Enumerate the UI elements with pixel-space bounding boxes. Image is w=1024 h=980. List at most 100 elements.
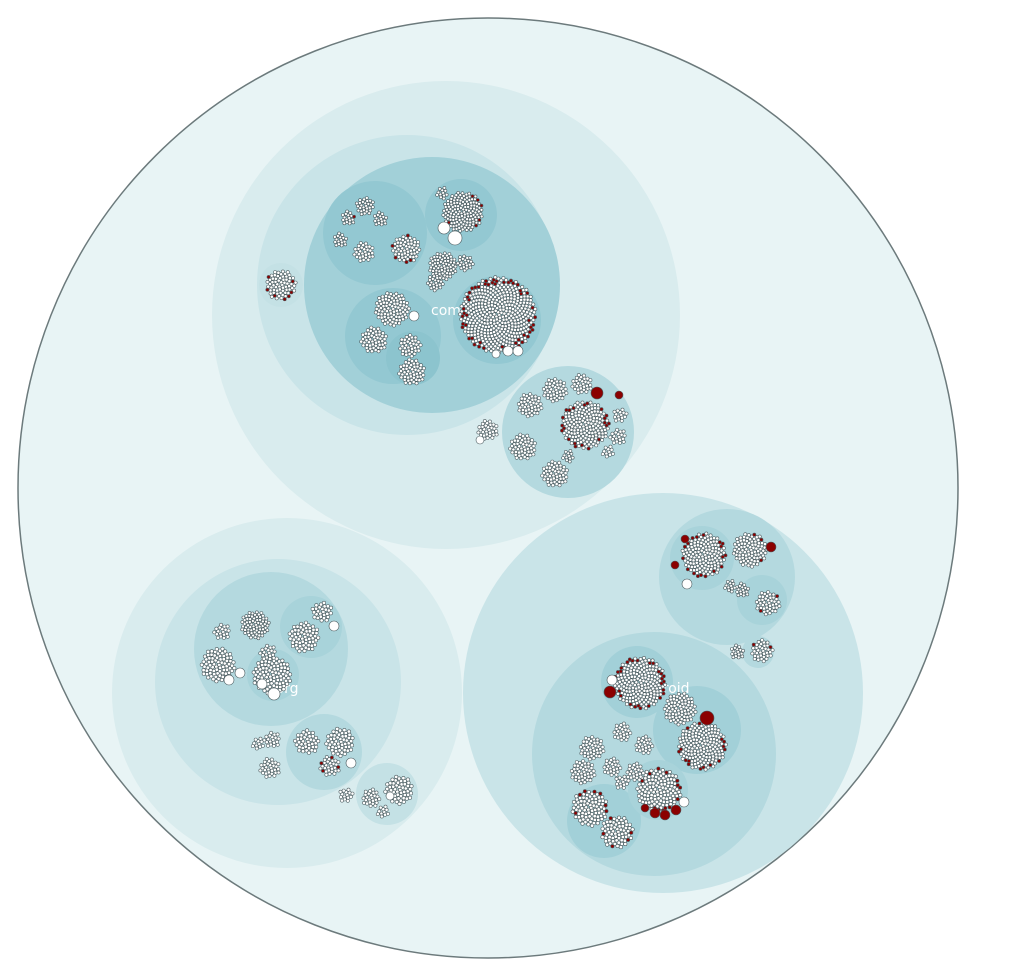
leaf-node[interactable] bbox=[416, 345, 421, 350]
leaf-node[interactable] bbox=[586, 761, 591, 766]
leaf-node[interactable] bbox=[723, 553, 728, 558]
leaf-node[interactable] bbox=[314, 627, 319, 632]
leaf-node[interactable] bbox=[373, 343, 378, 348]
leaf-node[interactable] bbox=[617, 684, 621, 689]
leaf-node[interactable] bbox=[576, 804, 581, 809]
leaf-node[interactable] bbox=[396, 305, 401, 310]
leaf-node[interactable] bbox=[218, 657, 223, 662]
leaf-node[interactable] bbox=[380, 212, 385, 216]
leaf-node[interactable] bbox=[586, 774, 591, 779]
leaf-node[interactable] bbox=[590, 823, 595, 828]
leaf-node[interactable] bbox=[600, 452, 605, 457]
leaf-node[interactable] bbox=[681, 721, 686, 726]
leaf-node[interactable] bbox=[504, 282, 509, 287]
leaf-node[interactable] bbox=[765, 640, 770, 645]
leaf-node[interactable] bbox=[696, 549, 701, 554]
leaf-node[interactable] bbox=[610, 437, 615, 442]
leaf-node[interactable] bbox=[243, 628, 247, 632]
leaf-node[interactable] bbox=[651, 771, 656, 776]
leaf-node[interactable] bbox=[565, 468, 569, 473]
leaf-node[interactable] bbox=[383, 341, 388, 346]
leaf-node[interactable] bbox=[404, 260, 409, 265]
leaf-node[interactable] bbox=[644, 706, 648, 711]
leaf-node[interactable] bbox=[703, 758, 708, 763]
leaf-node[interactable] bbox=[381, 304, 386, 309]
leaf-node[interactable] bbox=[587, 430, 592, 435]
leaf-node[interactable] bbox=[519, 291, 524, 296]
leaf-node[interactable] bbox=[418, 343, 423, 348]
leaf-node[interactable] bbox=[241, 624, 245, 629]
leaf-node[interactable] bbox=[604, 454, 609, 459]
leaf-node[interactable] bbox=[695, 571, 700, 576]
leaf-node[interactable] bbox=[603, 770, 607, 774]
leaf-node[interactable] bbox=[391, 248, 396, 253]
leaf-node[interactable] bbox=[576, 437, 580, 442]
leaf-node[interactable] bbox=[689, 565, 694, 569]
leaf-node[interactable] bbox=[567, 414, 572, 419]
leaf-node[interactable] bbox=[603, 803, 608, 808]
leaf-node[interactable] bbox=[343, 242, 348, 247]
leaf-node[interactable] bbox=[480, 304, 485, 309]
leaf-node[interactable] bbox=[588, 819, 593, 824]
leaf-node[interactable] bbox=[530, 327, 535, 332]
leaf-node[interactable] bbox=[564, 428, 569, 433]
leaf-node[interactable] bbox=[260, 653, 265, 658]
leaf-node[interactable] bbox=[573, 413, 578, 418]
leaf-node[interactable] bbox=[522, 450, 527, 455]
leaf-node[interactable] bbox=[624, 737, 629, 742]
leaf-node[interactable] bbox=[514, 449, 518, 454]
leaf-node[interactable] bbox=[265, 623, 270, 628]
leaf-node[interactable] bbox=[263, 626, 268, 630]
leaf-node[interactable] bbox=[689, 743, 693, 747]
leaf-node[interactable] bbox=[569, 451, 574, 456]
leaf-node[interactable] bbox=[258, 618, 262, 622]
leaf-node[interactable] bbox=[463, 329, 468, 334]
leaf-node[interactable] bbox=[222, 661, 227, 666]
leaf-node[interactable] bbox=[647, 800, 652, 805]
leaf-node[interactable] bbox=[680, 756, 685, 761]
leaf-node[interactable] bbox=[772, 599, 777, 604]
leaf-node[interactable] bbox=[356, 246, 361, 251]
leaf-node[interactable] bbox=[360, 337, 365, 341]
leaf-node[interactable] bbox=[773, 609, 778, 614]
leaf-node[interactable] bbox=[376, 345, 381, 350]
leaf-node[interactable] bbox=[365, 328, 370, 333]
leaf-node[interactable] bbox=[663, 682, 668, 687]
leaf-node[interactable] bbox=[649, 768, 654, 773]
leaf-node[interactable] bbox=[466, 326, 471, 331]
leaf-node[interactable] bbox=[618, 696, 623, 701]
leaf-node[interactable] bbox=[641, 751, 646, 755]
leaf-node[interactable] bbox=[470, 194, 475, 198]
leaf-node[interactable] bbox=[693, 550, 698, 555]
leaf-node[interactable] bbox=[658, 696, 663, 700]
leaf-node[interactable] bbox=[777, 604, 782, 609]
leaf-node[interactable] bbox=[401, 348, 405, 353]
leaf-node[interactable] bbox=[775, 594, 780, 599]
leaf-node[interactable] bbox=[480, 424, 485, 429]
leaf-node[interactable] bbox=[256, 678, 268, 690]
leaf-node[interactable] bbox=[325, 604, 330, 609]
leaf-node[interactable] bbox=[606, 770, 611, 775]
leaf-node[interactable] bbox=[717, 540, 722, 545]
leaf-node[interactable] bbox=[470, 262, 475, 266]
leaf-node[interactable] bbox=[321, 616, 326, 621]
leaf-node[interactable] bbox=[362, 197, 366, 202]
leaf-node[interactable] bbox=[659, 681, 664, 686]
leaf-node[interactable] bbox=[627, 822, 632, 827]
leaf-node[interactable] bbox=[678, 796, 690, 808]
leaf-node[interactable] bbox=[603, 835, 608, 840]
leaf-node[interactable] bbox=[276, 736, 281, 741]
leaf-node[interactable] bbox=[297, 745, 302, 750]
leaf-node[interactable] bbox=[639, 686, 644, 691]
leaf-node[interactable] bbox=[558, 379, 563, 384]
leaf-node[interactable] bbox=[447, 262, 451, 267]
leaf-node[interactable] bbox=[633, 656, 638, 661]
leaf-node[interactable] bbox=[361, 796, 366, 801]
leaf-node[interactable] bbox=[706, 765, 711, 770]
leaf-node[interactable] bbox=[692, 721, 697, 726]
leaf-node[interactable] bbox=[758, 609, 763, 613]
leaf-node[interactable] bbox=[266, 743, 270, 748]
leaf-node[interactable] bbox=[459, 220, 463, 225]
leaf-node[interactable] bbox=[685, 726, 690, 731]
leaf-node[interactable] bbox=[742, 583, 747, 587]
